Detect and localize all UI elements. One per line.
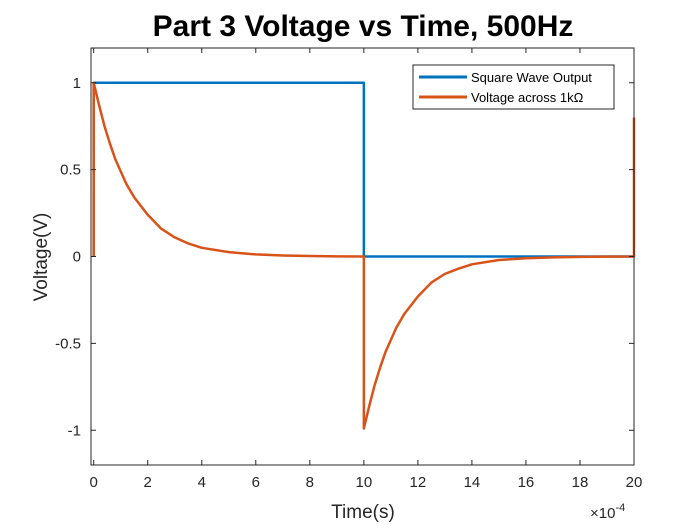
x-tick-label: 6: [252, 474, 260, 491]
legend-label-2: Voltage across 1kΩ: [471, 90, 584, 105]
y-tick-label: 1: [73, 75, 81, 92]
legend-box: [412, 64, 615, 110]
y-axis-ticks: -1 -0.5 0 0.5 1: [55, 75, 634, 439]
series-layer: [92, 81, 636, 430]
x-tick-label: 10: [356, 474, 373, 491]
series-line-2: [92, 81, 636, 430]
x-tick-label: 2: [144, 474, 152, 491]
x-axis-exponent-power: -4: [615, 502, 625, 514]
x-tick-label: 0: [90, 474, 98, 491]
legend: Square Wave Output Voltage across 1kΩ: [412, 64, 615, 110]
x-tick-label: 16: [518, 474, 535, 491]
y-tick-label: -1: [68, 422, 81, 439]
y-tick-label: 0.5: [60, 162, 81, 179]
x-tick-label: 14: [464, 474, 481, 491]
x-tick-label: 8: [306, 474, 314, 491]
y-tick-label: 0: [73, 249, 81, 266]
legend-label-1: Square Wave Output: [471, 70, 592, 85]
x-tick-label: 18: [572, 474, 589, 491]
x-tick-label: 20: [626, 474, 643, 491]
x-axis-exponent: ×10-4: [590, 502, 625, 522]
x-tick-label: 4: [198, 474, 206, 491]
y-tick-label: -0.5: [55, 335, 81, 352]
x-axis-exponent-base: ×10: [590, 505, 615, 522]
x-tick-label: 12: [410, 474, 427, 491]
y-axis-label: Voltage(V): [31, 213, 52, 302]
x-axis-label: Time(s): [331, 502, 395, 523]
x-axis-ticks: 0 2 4 6 8 10 12 14 16 18 20: [90, 48, 643, 491]
chart-title: Part 3 Voltage vs Time, 500Hz: [153, 10, 574, 43]
